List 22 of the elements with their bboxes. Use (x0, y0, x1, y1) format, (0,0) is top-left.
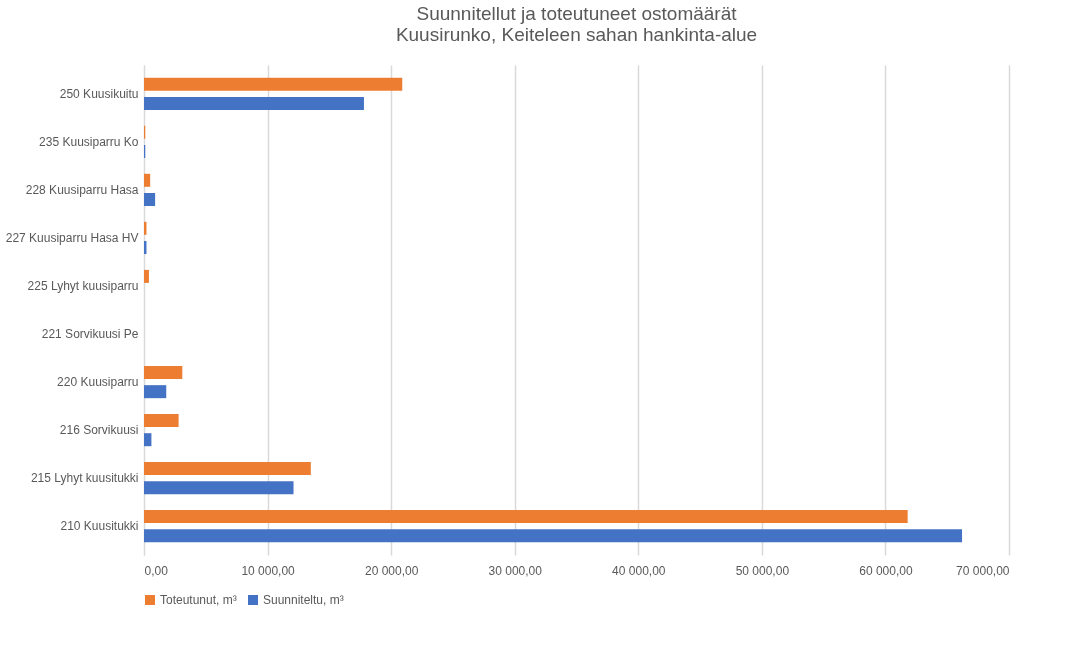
y-tick-label: 220 Kuusiparru (57, 375, 139, 390)
y-tick-label: 215 Lyhyt kuusitukki (30, 471, 139, 486)
text: Kuusirunko, Keiteleen sahan hankinta-alue (395, 24, 758, 45)
y-tick-label: 250 Kuusikuitu (59, 86, 139, 101)
y-tick-label: 210 Kuusitukki (60, 519, 139, 534)
x-tick-label: 0,00 (144, 563, 169, 578)
y-tick-label: 228 Kuusiparru Hasa (25, 182, 139, 197)
y-tick-label: 235 Kuusiparru Ko (39, 134, 139, 149)
x-tick-label: 30 000,00 (488, 563, 543, 578)
y-tick-label: 216 Sorvikuusi (59, 423, 139, 438)
text: Suunnitellut ja toteutuneet ostomäärät (416, 3, 737, 24)
y-tick-label: 221 Sorvikuusi Pe (41, 327, 139, 342)
x-tick-label: 60 000,00 (859, 563, 913, 578)
legend-label: Toteutunut, m³ (160, 593, 237, 607)
y-tick-label: 227 Kuusiparru Hasa HV (5, 230, 139, 245)
x-tick-label: 40 000,00 (612, 563, 666, 578)
x-tick-label: 20 000,00 (364, 563, 419, 578)
x-tick-label: 10 000,00 (241, 563, 296, 578)
x-tick-label: 70 000,00 (956, 563, 1010, 578)
y-tick-label: 225 Lyhyt kuusiparru (27, 278, 139, 293)
x-tick-label: 50 000,00 (735, 563, 790, 578)
legend-label: Suunniteltu, m³ (263, 593, 344, 607)
